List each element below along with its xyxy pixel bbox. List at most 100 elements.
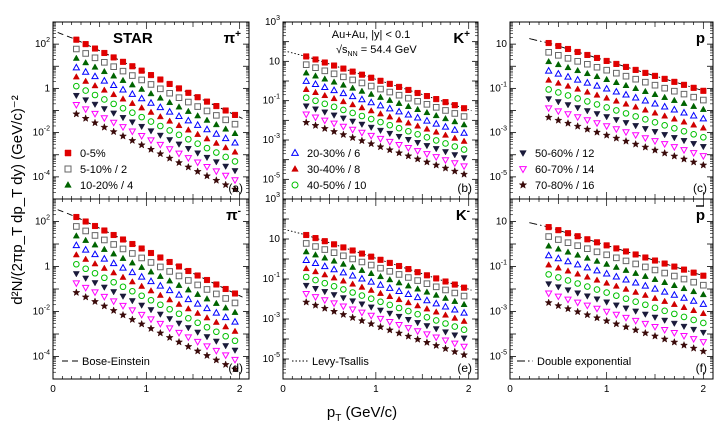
- data-point: [405, 307, 412, 315]
- data-point: [340, 106, 347, 114]
- data-point: [321, 279, 329, 287]
- y-tick-label: 102: [35, 37, 50, 50]
- data-point: [302, 273, 310, 281]
- data-point: [451, 152, 459, 159]
- data-point: [147, 296, 155, 304]
- data-point: [82, 236, 90, 243]
- data-point: [432, 291, 440, 298]
- data-point: [302, 94, 310, 102]
- data-point: [680, 99, 688, 106]
- data-point: [574, 270, 582, 277]
- data-point: [109, 259, 118, 267]
- data-point: [156, 141, 165, 149]
- data-point: [603, 242, 610, 249]
- legend-label: 50-60% / 12: [535, 148, 594, 160]
- data-point: [613, 254, 620, 262]
- data-point: [632, 298, 639, 306]
- y-tick-label: 10-2: [33, 305, 50, 318]
- data-point: [612, 97, 620, 104]
- data-point: [185, 314, 192, 322]
- data-point: [367, 295, 375, 303]
- data-point: [642, 78, 649, 86]
- data-point: [119, 236, 127, 243]
- data-point: [622, 90, 630, 98]
- data-point: [641, 87, 649, 94]
- data-point: [128, 278, 136, 285]
- data-point: [203, 323, 211, 331]
- data-point: [593, 266, 601, 274]
- data-point: [330, 78, 338, 85]
- data-point: [221, 134, 230, 142]
- data-point: [651, 138, 659, 146]
- data-point: [583, 293, 591, 300]
- data-point: [564, 239, 572, 246]
- data-point: [699, 160, 708, 169]
- y-tick-label: 10-4: [33, 170, 50, 183]
- data-point: [414, 122, 422, 129]
- data-point: [377, 118, 384, 126]
- legend-marker: [64, 149, 72, 157]
- data-point: [165, 286, 174, 294]
- data-point: [661, 112, 669, 119]
- data-point: [396, 83, 403, 90]
- data-point: [632, 75, 639, 83]
- data-point: [349, 298, 357, 305]
- data-point: [91, 54, 99, 62]
- data-point: [414, 310, 421, 318]
- data-point: [613, 245, 620, 252]
- data-point: [432, 154, 441, 162]
- data-point: [231, 299, 239, 307]
- data-point: [603, 57, 610, 64]
- data-point: [129, 63, 136, 70]
- data-point: [386, 259, 393, 266]
- data-point: [442, 140, 449, 147]
- particle-label-b: K+: [453, 29, 470, 47]
- data-point: [661, 122, 668, 129]
- data-point: [621, 136, 631, 145]
- data-point: [184, 146, 192, 153]
- data-point: [147, 268, 155, 275]
- data-point: [690, 316, 697, 324]
- data-point: [451, 134, 459, 141]
- data-point: [460, 317, 468, 324]
- data-point: [564, 230, 572, 237]
- data-point: [690, 84, 697, 91]
- particle-label-c: p: [696, 30, 705, 47]
- legend-label: 5-10% / 2: [80, 164, 127, 176]
- data-point: [222, 323, 230, 330]
- data-point: [357, 274, 366, 282]
- data-point: [302, 248, 310, 255]
- data-point: [194, 94, 201, 101]
- data-point: [564, 63, 572, 71]
- data-point: [544, 66, 553, 74]
- data-point: [146, 145, 156, 153]
- data-point: [441, 157, 450, 165]
- data-point: [358, 121, 366, 128]
- data-point: [212, 129, 221, 137]
- data-point: [584, 283, 591, 290]
- data-point: [574, 105, 582, 112]
- data-point: [574, 290, 582, 297]
- data-point: [632, 66, 639, 73]
- data-point: [138, 245, 145, 252]
- data-point: [442, 99, 449, 106]
- panel-label-e: (e): [457, 361, 472, 375]
- data-point: [385, 145, 394, 154]
- data-point: [583, 302, 592, 310]
- data-point: [185, 135, 192, 143]
- data-point: [584, 60, 591, 68]
- data-point: [100, 86, 108, 93]
- data-point: [222, 153, 229, 161]
- data-point: [423, 288, 431, 295]
- data-point: [612, 282, 620, 289]
- data-point: [90, 118, 100, 127]
- collision-system: Au+Au, |y| < 0.1: [332, 29, 411, 41]
- data-point: [165, 153, 174, 162]
- data-point: [395, 107, 404, 115]
- data-point: [564, 248, 572, 255]
- data-point: [377, 298, 384, 306]
- data-point: [612, 263, 620, 270]
- data-point: [203, 304, 211, 312]
- data-point: [413, 328, 422, 336]
- data-point: [222, 107, 229, 114]
